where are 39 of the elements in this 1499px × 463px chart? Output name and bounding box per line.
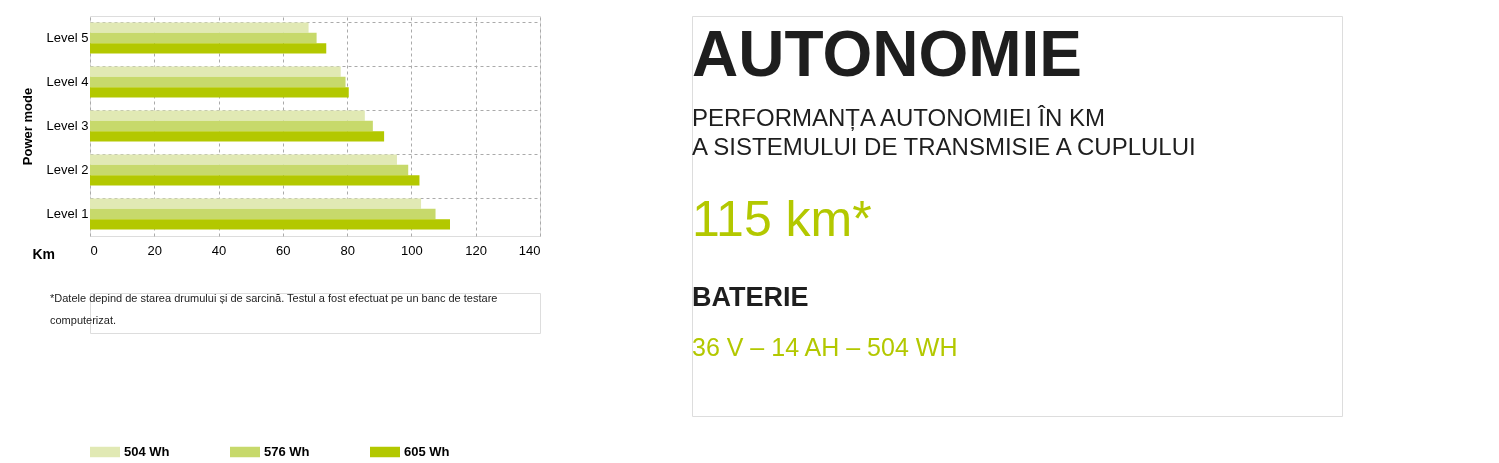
x-tick-label: 100	[401, 242, 423, 258]
legend-label: 576 Wh	[264, 444, 310, 459]
bar	[90, 76, 346, 88]
y-tick-label: Level 2	[46, 162, 89, 177]
x-tick-label: 60	[276, 242, 291, 258]
bar	[90, 22, 309, 33]
bar	[90, 198, 422, 209]
bar	[90, 43, 327, 54]
bar	[90, 87, 349, 98]
text: 115 km*	[692, 191, 872, 247]
x-axis-title: Km	[32, 245, 56, 262]
text: *Datele depind de starea drumului și de sarcină. Testul a fost efectuat pe un banc de testare computerizat.	[50, 292, 498, 326]
bar	[90, 131, 385, 142]
bar	[90, 164, 409, 176]
bar	[90, 32, 317, 44]
bar	[90, 175, 420, 186]
x-tick-label: 80	[340, 242, 355, 258]
bar	[90, 219, 450, 230]
text: PERFORMANȚA AUTONOMIEI ÎN KM A SISTEMULUI DE TRANSMISIE A CUPLULUI	[692, 104, 1196, 160]
bar	[90, 154, 397, 165]
x-tick-label: 0	[90, 242, 98, 258]
y-tick-label: Level 4	[46, 74, 89, 89]
bar	[90, 120, 373, 132]
y-tick-label: Level 1	[46, 206, 89, 221]
y-tick-label: Level 3	[46, 118, 89, 133]
legend-label: 605 Wh	[404, 444, 450, 459]
bar	[90, 208, 436, 220]
text: 36 V – 14 AH – 504 WH	[692, 333, 958, 361]
x-tick-label: 20	[147, 242, 163, 258]
y-axis-title: Power mode	[19, 87, 35, 166]
bar	[90, 66, 341, 77]
text: BATERIE	[692, 282, 809, 312]
x-tick-label: 120	[465, 242, 488, 258]
x-tick-label: 140	[518, 242, 541, 258]
y-tick-label: Level 5	[46, 30, 89, 45]
legend-label: 504 Wh	[124, 444, 170, 459]
text: AUTONOMIE	[692, 18, 1082, 90]
bar	[90, 110, 365, 121]
x-tick-label: 40	[211, 242, 227, 258]
